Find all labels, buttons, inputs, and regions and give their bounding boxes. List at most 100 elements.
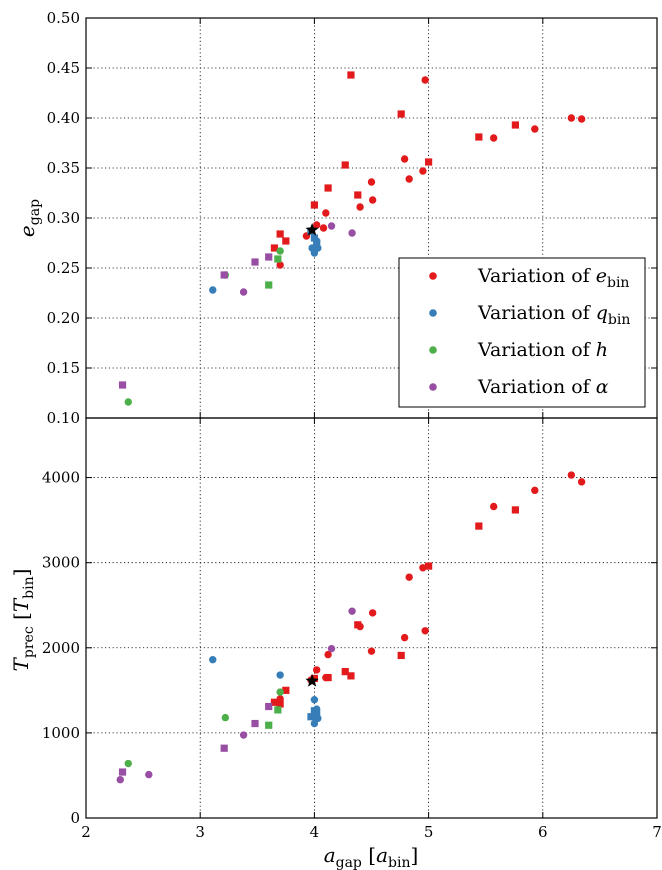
data-point-alpha — [118, 768, 127, 776]
x-tick-labels: 2 3 4 5 6 7 — [81, 823, 662, 841]
data-point-e_bin — [356, 203, 364, 211]
data-point-h — [265, 721, 273, 729]
data-point-e_bin — [419, 167, 427, 175]
data-point-h — [124, 398, 132, 406]
data-point-e_bin — [531, 125, 539, 133]
y-tick-label: 0.15 — [47, 359, 80, 377]
data-point-alpha — [220, 271, 228, 279]
data-point-e_bin — [397, 651, 405, 660]
data-point-e_bin — [347, 71, 355, 79]
data-point-q_bin — [310, 234, 318, 242]
data-point-e_bin — [400, 155, 409, 163]
x-tick-label: 6 — [538, 823, 548, 841]
y-tick-label: 0.45 — [47, 59, 80, 77]
data-point-alpha — [348, 229, 356, 237]
data-point-e_bin — [310, 201, 318, 209]
bottom-panel-frame — [85, 417, 658, 819]
y-tick-label: 2000 — [42, 639, 80, 657]
top-data-points — [118, 71, 586, 406]
data-point-e_bin — [489, 134, 498, 142]
data-point-e_bin — [367, 178, 376, 186]
data-point-q_bin — [313, 239, 321, 247]
precession-panel: 0 1000 2000 3000 4000 2 3 4 5 6 7 Tprec [Tbin] ag… — [9, 417, 662, 870]
data-point-alpha — [220, 744, 228, 752]
legend-label-alpha: Variation of α — [477, 376, 609, 398]
y-tick-label: 0.25 — [47, 259, 80, 277]
data-point-e_bin — [324, 673, 332, 682]
data-point-e_bin — [405, 175, 413, 183]
data-point-q_bin — [209, 656, 217, 664]
y-tick-label: 0.35 — [47, 159, 80, 177]
data-point-h — [276, 688, 284, 696]
data-point-e_bin — [276, 700, 284, 708]
data-point-alpha — [118, 381, 127, 389]
y-tick-label: 0 — [70, 809, 80, 827]
data-point-e_bin — [324, 184, 332, 192]
data-point-e_bin — [347, 672, 355, 680]
data-point-e_bin — [368, 196, 377, 204]
data-point-q_bin — [209, 286, 217, 294]
data-point-alpha — [239, 731, 248, 739]
legend-marker-q_bin — [429, 309, 437, 317]
data-point-q_bin — [313, 710, 321, 718]
data-point-e_bin — [511, 506, 519, 514]
data-point-alpha — [145, 770, 153, 779]
reference-star — [305, 223, 319, 236]
x-axis-label: agap [abin] — [324, 843, 419, 870]
reference-star — [305, 673, 319, 687]
y-tick-label: 4000 — [42, 469, 80, 487]
data-point-e_bin — [312, 666, 321, 674]
legend-label-h: Variation of h — [477, 339, 608, 361]
data-point-alpha — [251, 258, 259, 266]
y-tick-label: 0.30 — [47, 209, 80, 227]
legend-label-e_bin: Variation of ebin — [477, 265, 629, 291]
data-point-alpha — [116, 776, 124, 784]
data-point-h — [274, 706, 282, 714]
data-point-e_bin — [282, 686, 290, 694]
data-point-e_bin — [368, 609, 377, 617]
data-point-h — [276, 247, 284, 255]
data-point-alpha — [327, 222, 336, 230]
data-point-e_bin — [475, 522, 483, 530]
data-point-e_bin — [397, 110, 405, 118]
data-point-e_bin — [577, 115, 586, 123]
y-tick-label: 0.50 — [47, 9, 80, 27]
y-tick-label: 0.40 — [47, 109, 80, 127]
data-point-e_bin — [276, 261, 284, 269]
y-tick-label: 0.20 — [47, 309, 80, 327]
data-point-e_bin — [511, 121, 519, 129]
data-point-alpha — [265, 702, 273, 711]
data-point-alpha — [265, 253, 273, 261]
y-tick-label: 3000 — [42, 554, 80, 572]
x-tick-label: 7 — [652, 823, 662, 841]
legend-marker-e_bin — [429, 272, 437, 280]
data-point-alpha — [251, 719, 259, 728]
data-point-e_bin — [567, 114, 576, 122]
data-point-h — [124, 759, 132, 768]
data-point-e_bin — [531, 486, 539, 495]
data-point-alpha — [348, 607, 356, 615]
data-point-h — [265, 281, 273, 289]
x-tick-label: 3 — [195, 823, 205, 841]
x-tick-label: 4 — [310, 823, 320, 841]
x-tick-label: 2 — [81, 823, 91, 841]
y-tick-label: 0.10 — [47, 409, 80, 427]
data-point-e_bin — [475, 133, 483, 141]
legend-marker-alpha — [429, 383, 437, 391]
data-point-e_bin — [400, 633, 409, 642]
data-point-e_bin — [282, 237, 290, 245]
data-point-e_bin — [567, 471, 576, 479]
top-grid — [86, 18, 657, 418]
data-point-e_bin — [405, 573, 413, 581]
data-point-q_bin — [276, 671, 284, 679]
legend-box — [398, 257, 646, 408]
data-point-h — [221, 713, 230, 722]
data-point-e_bin — [354, 191, 362, 199]
data-point-e_bin — [322, 209, 330, 217]
data-point-e_bin — [354, 621, 362, 629]
legend-label-q_bin: Variation of qbin — [477, 302, 630, 328]
data-point-e_bin — [319, 224, 328, 232]
data-point-q_bin — [310, 696, 319, 704]
top-y-tick-labels: 0.10 0.15 0.20 0.25 0.30 0.35 0.40 0.45 0.50 — [47, 9, 80, 427]
